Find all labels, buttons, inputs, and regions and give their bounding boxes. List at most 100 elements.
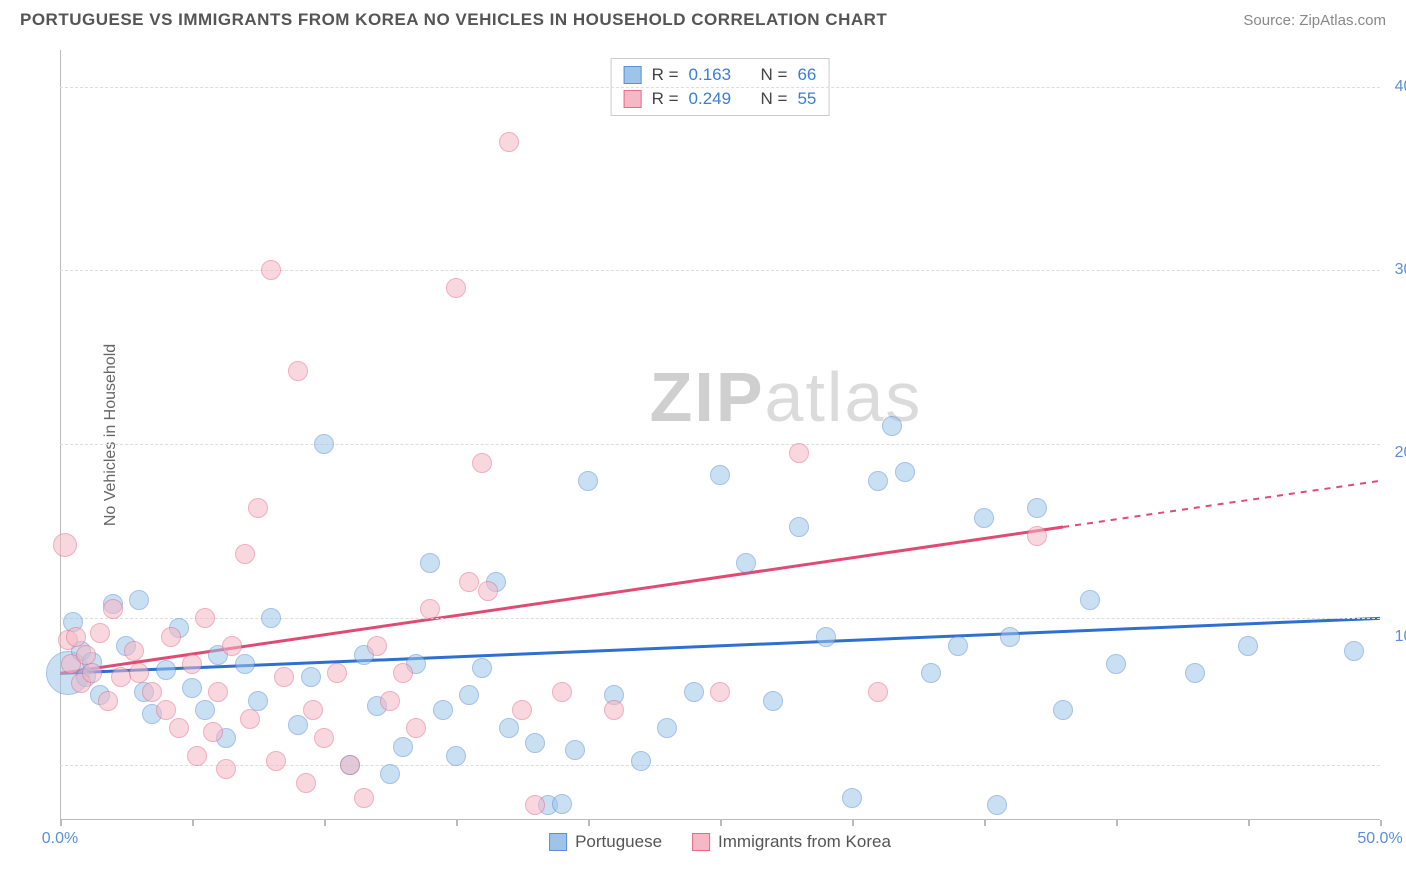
legend-series: Portuguese Immigrants from Korea (549, 832, 891, 852)
data-point (1344, 641, 1364, 661)
legend-stats-row-1: R = 0.163 N = 66 (624, 63, 817, 87)
data-point (882, 416, 902, 436)
data-point (631, 751, 651, 771)
data-point (380, 691, 400, 711)
r-value-2: 0.249 (689, 89, 732, 109)
data-point (66, 627, 86, 647)
data-point (987, 795, 1007, 815)
data-point (1027, 498, 1047, 518)
data-point (763, 691, 783, 711)
data-point (446, 746, 466, 766)
data-point (142, 682, 162, 702)
gridline (60, 87, 1380, 88)
x-tick (456, 820, 458, 826)
x-tick (984, 820, 986, 826)
y-tick-label: 20.0% (1395, 444, 1406, 462)
data-point (478, 581, 498, 601)
source-name: ZipAtlas.com (1299, 12, 1386, 29)
data-point (156, 660, 176, 680)
data-point (274, 667, 294, 687)
data-point (161, 627, 181, 647)
r-label: R = (652, 89, 679, 109)
x-tick-label: 0.0% (42, 830, 78, 848)
data-point (248, 498, 268, 518)
data-point (1185, 663, 1205, 683)
x-tick (1248, 820, 1250, 826)
data-point (816, 627, 836, 647)
data-point (1000, 627, 1020, 647)
data-point (111, 667, 131, 687)
data-point (420, 553, 440, 573)
n-value-2: 55 (797, 89, 816, 109)
data-point (195, 700, 215, 720)
data-point (327, 663, 347, 683)
data-point (657, 718, 677, 738)
data-point (53, 533, 77, 557)
data-point (552, 794, 572, 814)
data-point (187, 746, 207, 766)
x-tick (192, 820, 194, 826)
data-point (499, 132, 519, 152)
data-point (103, 599, 123, 619)
data-point (1238, 636, 1258, 656)
data-point (1027, 526, 1047, 546)
data-point (604, 700, 624, 720)
data-point (565, 740, 585, 760)
legend-stats-row-2: R = 0.249 N = 55 (624, 87, 817, 111)
data-point (684, 682, 704, 702)
data-point (235, 544, 255, 564)
data-point (974, 508, 994, 528)
data-point (261, 260, 281, 280)
data-point (90, 623, 110, 643)
source-prefix: Source: (1243, 12, 1299, 29)
data-point (288, 361, 308, 381)
data-point (156, 700, 176, 720)
r-label: R = (652, 65, 679, 85)
data-point (406, 718, 426, 738)
data-point (1053, 700, 1073, 720)
data-point (472, 453, 492, 473)
legend-swatch-2 (624, 90, 642, 108)
data-point (512, 700, 532, 720)
data-point (736, 553, 756, 573)
data-point (203, 722, 223, 742)
n-value-1: 66 (797, 65, 816, 85)
data-point (895, 462, 915, 482)
data-point (195, 608, 215, 628)
data-point (446, 278, 466, 298)
data-point (525, 733, 545, 753)
data-point (459, 572, 479, 592)
y-tick-label: 10.0% (1395, 628, 1406, 646)
x-tick-label: 50.0% (1357, 830, 1402, 848)
data-point (499, 718, 519, 738)
data-point (182, 654, 202, 674)
x-tick (324, 820, 326, 826)
data-point (921, 663, 941, 683)
data-point (296, 773, 316, 793)
data-point (393, 737, 413, 757)
data-point (208, 682, 228, 702)
legend-item-2: Immigrants from Korea (692, 832, 891, 852)
data-point (261, 608, 281, 628)
data-point (266, 751, 286, 771)
legend-label-1: Portuguese (575, 832, 662, 852)
data-point (420, 599, 440, 619)
data-point (235, 654, 255, 674)
data-point (182, 678, 202, 698)
data-point (98, 691, 118, 711)
data-point (842, 788, 862, 808)
y-tick-label: 30.0% (1395, 261, 1406, 279)
chart-title: PORTUGUESE VS IMMIGRANTS FROM KOREA NO V… (20, 10, 887, 30)
legend-swatch-1 (624, 66, 642, 84)
n-label: N = (761, 89, 788, 109)
data-point (433, 700, 453, 720)
legend-swatch-korea (692, 833, 710, 851)
x-tick (1116, 820, 1118, 826)
data-point (354, 788, 374, 808)
source-label: Source: ZipAtlas.com (1243, 12, 1386, 29)
data-point (82, 663, 102, 683)
data-point (578, 471, 598, 491)
data-point (459, 685, 479, 705)
data-point (789, 517, 809, 537)
gridline (60, 444, 1380, 445)
